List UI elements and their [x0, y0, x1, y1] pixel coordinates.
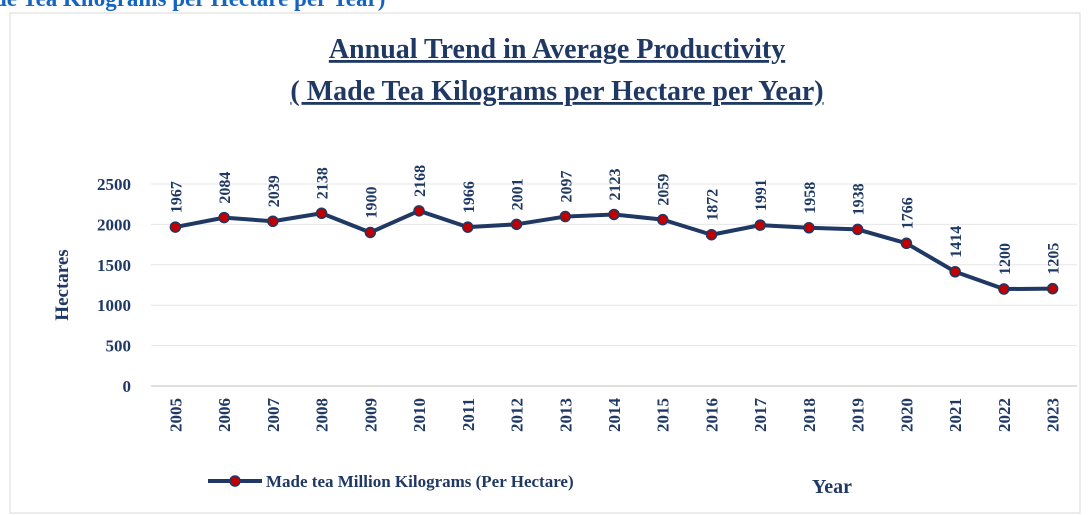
x-tick-label: 2022	[995, 398, 1014, 432]
data-label: 1900	[363, 186, 380, 218]
data-point	[803, 222, 815, 234]
data-label: 1967	[168, 181, 185, 213]
data-label: 1966	[461, 181, 478, 213]
data-label: 1414	[948, 226, 965, 258]
caption: de Tea Kilograms per Hectare per Year)	[0, 0, 385, 11]
data-label: 2001	[510, 178, 527, 210]
data-point	[559, 210, 572, 223]
y-tick-label: 1500	[97, 256, 131, 275]
x-tick-label: 2005	[166, 398, 185, 432]
data-point	[462, 221, 474, 233]
x-tick-label: 2018	[800, 398, 819, 432]
data-point	[754, 219, 766, 231]
data-label: 2168	[412, 165, 429, 197]
data-point	[413, 205, 425, 217]
chart-border	[9, 12, 1081, 514]
x-tick-label: 2008	[313, 398, 332, 432]
data-label: 2084	[217, 172, 234, 204]
y-tick-label: 2500	[97, 175, 131, 194]
x-tick-label: 2015	[654, 398, 673, 432]
data-point	[1046, 282, 1059, 295]
data-point	[900, 237, 913, 250]
data-point	[315, 207, 328, 219]
x-axis-label: Year	[812, 476, 852, 498]
data-point	[998, 283, 1010, 295]
legend-marker	[229, 475, 241, 487]
data-point	[218, 211, 230, 224]
x-tick-label: 2009	[361, 398, 380, 432]
data-label: 1766	[899, 197, 916, 229]
data-label: 1200	[997, 243, 1014, 275]
x-tick-label: 2021	[946, 398, 965, 432]
x-tick-label: 2011	[459, 398, 478, 431]
chart-subtitle: ( Made Tea Kilograms per Hectare per Yea…	[290, 76, 823, 107]
legend-label: Made tea Million Kilograms (Per Hectare)	[266, 472, 574, 491]
series-line	[174, 208, 1053, 292]
x-tick-label: 2012	[508, 398, 527, 432]
x-tick-label: 2023	[1044, 398, 1063, 432]
x-tick-label: 2017	[751, 398, 770, 433]
data-label: 1958	[802, 182, 819, 214]
data-point	[851, 223, 864, 236]
data-point	[949, 265, 961, 278]
x-tick-label: 2014	[605, 398, 624, 433]
data-point	[705, 228, 718, 241]
data-label: 2097	[558, 171, 575, 203]
data-label: 1872	[704, 189, 721, 221]
x-tick-label: 2010	[410, 398, 429, 432]
data-point	[656, 213, 669, 226]
data-label: 1938	[851, 183, 868, 215]
data-point	[608, 208, 620, 221]
y-tick-label: 0	[123, 377, 132, 396]
x-tick-label: 2020	[897, 398, 916, 432]
data-label: 2123	[607, 168, 624, 200]
data-point	[267, 215, 279, 227]
x-tick-label: 2016	[702, 398, 721, 432]
data-label: 1991	[753, 179, 770, 211]
data-point	[169, 221, 182, 233]
x-tick-label: 2013	[556, 398, 575, 432]
data-label: 2059	[656, 174, 673, 206]
y-tick-label: 2000	[97, 215, 131, 234]
y-axis-label: Hectares	[52, 249, 73, 320]
chart-title: Annual Trend in Average Productivity	[329, 34, 785, 65]
y-tick-label: 500	[106, 337, 132, 356]
x-tick-label: 2006	[215, 398, 234, 432]
x-tick-label: 2007	[264, 398, 283, 433]
data-label: 2039	[266, 175, 283, 207]
x-tick-label: 2019	[849, 398, 868, 432]
data-point	[364, 226, 377, 239]
data-label: 2138	[315, 167, 332, 199]
data-label: 1205	[1046, 243, 1063, 275]
data-point	[510, 218, 523, 231]
y-tick-label: 1000	[97, 296, 131, 315]
